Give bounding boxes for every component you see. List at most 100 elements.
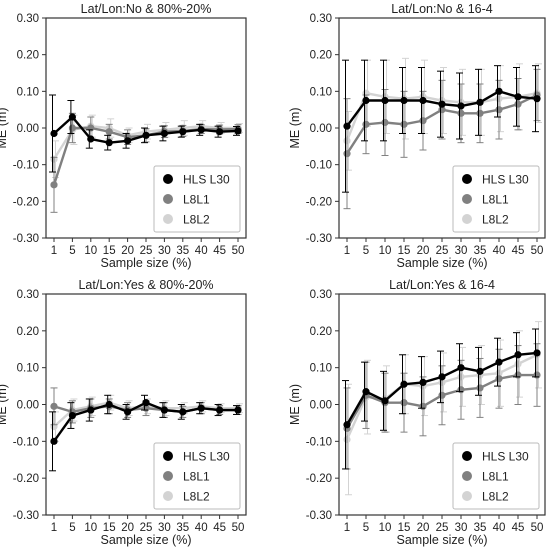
x-tick-label: 45 <box>512 245 525 257</box>
y-tick-label: 0.10 <box>17 363 39 375</box>
series-hls-l30 <box>49 94 242 173</box>
data-point <box>87 406 95 414</box>
data-point <box>514 351 522 359</box>
data-point <box>179 128 187 136</box>
legend-label: HLS L30 <box>482 173 529 187</box>
data-point <box>216 128 224 136</box>
x-tick-label: 35 <box>176 245 189 257</box>
x-tick-label: 50 <box>531 522 544 534</box>
x-tick-label: 25 <box>436 245 449 257</box>
legend-label: L8L1 <box>183 470 210 484</box>
x-tick-label: 15 <box>398 245 411 257</box>
y-tick-label: 0.30 <box>17 289 39 301</box>
data-point <box>400 399 408 407</box>
y-tick-label: 0.20 <box>310 326 332 338</box>
x-tick-label: 45 <box>213 522 226 534</box>
legend-label: L8L2 <box>183 213 210 227</box>
data-point <box>343 150 351 158</box>
y-tick-label: -0.30 <box>306 510 332 522</box>
data-point <box>438 100 446 108</box>
chart-title: Lat/Lon:No & 80%-20% <box>81 2 212 16</box>
legend: HLS L30 L8L1 L8L2 <box>153 442 241 510</box>
legend-marker <box>163 451 173 461</box>
y-tick-label: -0.20 <box>13 473 39 485</box>
legend-marker <box>163 194 173 204</box>
data-point <box>457 109 465 117</box>
legend: HLS L30 L8L1 L8L2 <box>153 165 241 233</box>
data-point <box>438 391 446 399</box>
legend-marker <box>462 451 472 461</box>
y-tick-label: 0.20 <box>17 326 39 338</box>
y-tick-label: 0.30 <box>17 13 39 25</box>
legend-label: L8L2 <box>482 213 509 227</box>
legend-label: L8L2 <box>183 490 210 504</box>
legend-box <box>452 165 540 233</box>
data-point <box>68 113 76 121</box>
y-tick-label: -0.10 <box>13 436 39 448</box>
data-point <box>105 400 113 409</box>
x-axis-label: Sample size (%) <box>101 256 192 270</box>
x-tick-label: 5 <box>363 245 369 257</box>
data-point <box>124 137 132 145</box>
x-tick-label: 40 <box>195 522 208 534</box>
data-point <box>419 117 427 125</box>
data-point <box>87 124 95 132</box>
x-tick-label: 20 <box>121 245 134 257</box>
chart-title: Lat/Lon:Yes & 16-4 <box>389 278 495 292</box>
x-tick-label: 5 <box>69 245 75 257</box>
data-point <box>457 386 465 394</box>
x-tick-label: 40 <box>195 245 208 257</box>
data-point <box>495 87 503 95</box>
x-tick-label: 25 <box>140 522 153 534</box>
legend-marker <box>462 194 472 204</box>
y-tick-label: 0.20 <box>310 50 332 62</box>
data-point <box>343 122 351 130</box>
data-point <box>457 102 465 110</box>
data-point <box>50 129 58 138</box>
x-axis-label: Sample size (%) <box>101 533 192 547</box>
x-tick-label: 5 <box>363 522 369 534</box>
data-point <box>362 120 370 128</box>
data-point <box>160 406 168 414</box>
chart-title: Lat/Lon:Yes & 80%-20% <box>78 278 213 292</box>
chart-panel-3: Lat/Lon:Yes & 80%-20% 0.30 0.20 0.10 0.00 -0.… <box>0 278 247 547</box>
x-tick-label: 1 <box>344 245 350 257</box>
data-point <box>381 96 389 105</box>
data-point <box>124 408 132 416</box>
chart-panel-1: Lat/Lon:No & 80%-20% 0.30 0.20 0.10 0.00 -0.1… <box>0 2 247 270</box>
y-tick-label: 0.00 <box>310 123 332 135</box>
x-tick-label: 10 <box>84 245 97 257</box>
x-tick-label: 20 <box>121 522 134 534</box>
data-point <box>68 411 76 420</box>
x-tick-label: 1 <box>344 522 350 534</box>
data-point <box>457 364 465 372</box>
x-tick-label: 15 <box>103 245 116 257</box>
data-point <box>234 406 242 414</box>
y-tick-label: 0.30 <box>310 13 332 25</box>
data-point <box>179 408 187 416</box>
x-tick-label: 1 <box>51 245 57 257</box>
legend: HLS L30 L8L1 L8L2 <box>452 442 540 510</box>
y-tick-label: -0.30 <box>306 233 332 245</box>
legend-marker <box>462 491 472 501</box>
data-point <box>362 96 370 105</box>
y-tick-label: -0.10 <box>306 160 332 172</box>
y-tick-label: -0.30 <box>13 233 39 245</box>
x-axis-label: Sample size (%) <box>397 256 488 270</box>
chart-panel-4: Lat/Lon:Yes & 16-4 0.30 0.20 0.10 0.00 -0.10 -… <box>288 278 546 547</box>
x-tick-label: 35 <box>474 522 487 534</box>
data-point <box>160 129 168 138</box>
y-axis-label: ME (m) <box>0 108 9 149</box>
x-tick-label: 10 <box>84 522 97 534</box>
data-point <box>343 421 351 429</box>
data-point <box>514 100 522 108</box>
legend-label: HLS L30 <box>183 450 230 464</box>
x-tick-label: 10 <box>379 522 392 534</box>
data-point <box>495 375 503 383</box>
data-point <box>234 127 242 135</box>
y-tick-label: 0.00 <box>310 400 332 412</box>
x-tick-label: 40 <box>493 522 506 534</box>
x-tick-label: 45 <box>512 522 525 534</box>
legend-marker <box>163 491 173 501</box>
legend-label: HLS L30 <box>482 450 529 464</box>
